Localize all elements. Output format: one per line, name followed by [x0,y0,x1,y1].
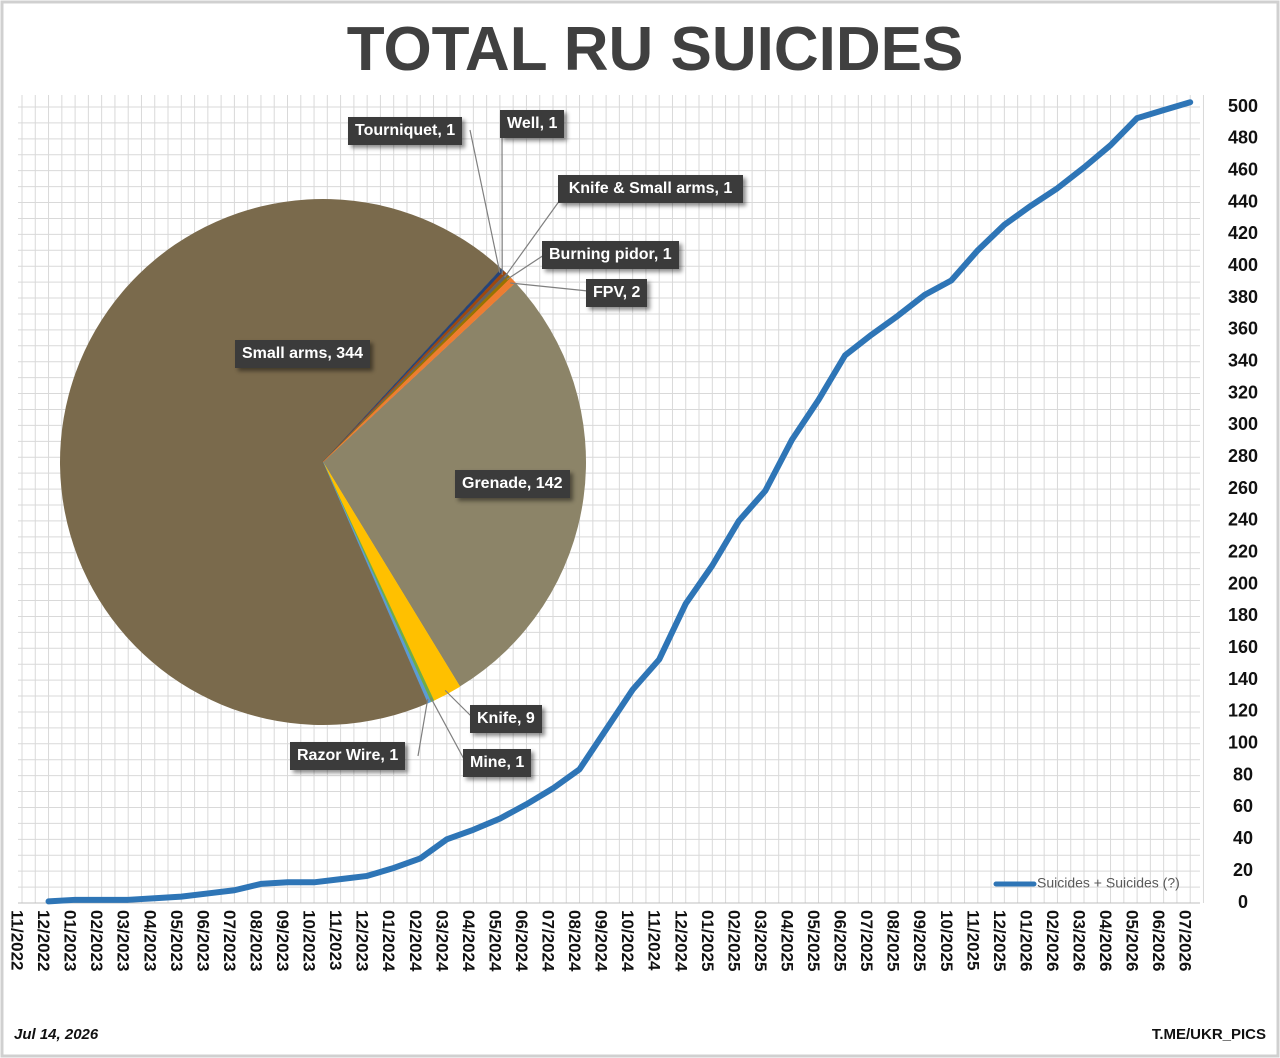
x-tick-label: 12/2025 [990,910,1009,971]
x-tick-label: 04/2025 [777,910,796,971]
legend-label: Suicides + Suicides (?) [1037,875,1180,891]
x-tick-label: 11/2024 [645,910,664,971]
y-tick-label: 260 [1228,478,1258,498]
y-tick-label: 20 [1233,860,1253,880]
x-tick-label: 12/2023 [353,910,372,971]
x-tick-label: 07/2025 [857,910,876,971]
x-tick-label: 01/2023 [61,910,80,971]
y-tick-label: 100 [1228,733,1258,753]
pie-label: Razor Wire, 1 [290,742,406,770]
leader-line [430,697,466,762]
leader-line [510,282,589,292]
x-tick-label: 06/2024 [512,910,531,972]
data-line [45,99,1194,905]
pie-label: Grenade, 142 [455,470,570,498]
x-tick-label: 02/2023 [87,910,106,971]
x-tick-label: 04/2023 [140,910,159,971]
x-tick-label: 08/2025 [884,910,903,971]
x-tick-label: 01/2026 [1016,910,1035,971]
x-tick-label: 12/2022 [34,910,53,971]
y-tick-label: 460 [1228,159,1258,179]
x-tick-label: 09/2024 [592,910,611,972]
x-tick-label: 07/2026 [1176,910,1195,971]
x-tick-label: 08/2023 [246,910,265,971]
y-tick-label: 340 [1228,350,1258,370]
y-tick-label: 180 [1228,605,1258,625]
x-tick-label: 05/2023 [167,910,186,971]
x-tick-label: 11/2022 [8,910,27,971]
x-tick-label: 11/2023 [326,910,345,971]
pie-slice [322,461,432,704]
y-tick-label: 500 [1228,96,1258,116]
pie-label: Mine, 1 [463,749,532,777]
y-tick-label: 120 [1228,701,1258,721]
x-tick-label: 03/2026 [1070,910,1089,971]
leader-line [504,199,561,278]
x-tick-label: 05/2024 [485,910,504,972]
x-tick-label: 03/2023 [114,910,133,971]
y-tick-label: 140 [1228,669,1258,689]
x-tick-label: 09/2023 [273,910,292,971]
y-tick-label: 280 [1228,446,1258,466]
y-tick-label: 40 [1233,828,1253,848]
leader-line [506,254,545,281]
footer-date: Jul 14, 2026 [14,1026,99,1043]
x-tick-label: 10/2025 [937,910,956,971]
x-tick-label: 10/2023 [300,910,319,971]
x-tick-label: 09/2025 [910,910,929,971]
x-tick-label: 04/2026 [1096,910,1115,971]
x-tick-label: 02/2024 [406,910,425,972]
y-tick-label: 60 [1233,796,1253,816]
y-tick-label: 80 [1233,764,1253,784]
pie-label: Knife & Small arms, 1 [558,175,743,203]
y-tick-label: 440 [1228,191,1258,211]
pie-slice [60,199,502,726]
y-tick-label: 360 [1228,319,1258,339]
y-tick-label: 320 [1228,382,1258,402]
pie-label: Burning pidor, 1 [542,241,679,269]
y-tick-label: 420 [1228,223,1258,243]
x-tick-label: 02/2025 [724,910,743,971]
x-tick-label: 07/2024 [539,910,558,972]
x-tick-label: 10/2024 [618,910,637,972]
y-tick-label: 160 [1228,637,1258,657]
y-tick-label: 220 [1228,542,1258,562]
chart-title: TOTAL RU SUICIDES [347,15,964,84]
x-tick-label: 01/2024 [379,910,398,972]
x-tick-label: 01/2025 [698,910,717,971]
footer-source: T.ME/UKR_PICS [1151,1026,1266,1043]
x-tick-label: 11/2025 [963,910,982,971]
leader-line [469,129,501,273]
x-tick-label: 08/2024 [565,910,584,972]
y-tick-label: 480 [1228,128,1258,148]
pie-slice [322,277,516,463]
pie-label: FPV, 2 [586,279,648,307]
x-tick-label: 02/2026 [1043,910,1062,971]
x-tick-label: 05/2026 [1123,910,1142,971]
y-tick-label: 380 [1228,287,1258,307]
x-tick-label: 03/2024 [432,910,451,972]
leader-line [417,698,429,757]
x-tick-label: 04/2024 [459,910,478,972]
pie-label: Knife, 9 [470,705,542,733]
x-tick-label: 12/2024 [671,910,690,972]
leader-line [444,689,473,718]
x-tick-label: 05/2025 [804,910,823,971]
x-tick-label: 03/2025 [751,910,770,971]
x-tick-label: 06/2025 [831,910,850,971]
pie-label: Well, 1 [500,110,565,138]
y-tick-label: 0 [1238,892,1248,912]
pie-label: Tourniquet, 1 [348,117,463,145]
x-tick-label: 07/2023 [220,910,239,971]
y-tick-label: 200 [1228,573,1258,593]
y-tick-label: 400 [1228,255,1258,275]
pie-slice [323,282,586,687]
y-tick-label: 300 [1228,414,1258,434]
y-tick-label: 240 [1228,510,1258,530]
pie-label: Small arms, 344 [235,340,370,368]
x-tick-label: 06/2026 [1149,910,1168,971]
x-tick-label: 06/2023 [193,910,212,971]
